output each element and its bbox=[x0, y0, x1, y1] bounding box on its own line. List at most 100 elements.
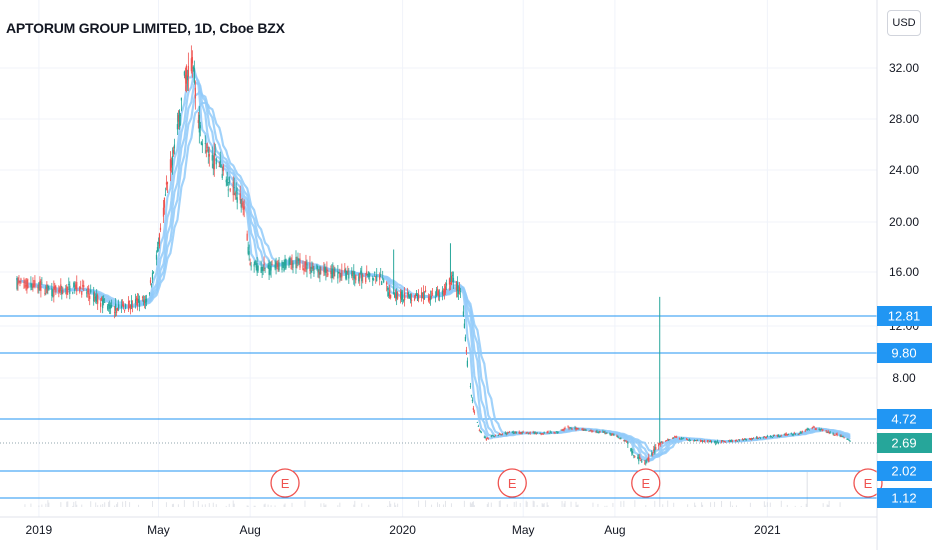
candle-body bbox=[263, 263, 265, 265]
candle-body bbox=[639, 456, 641, 459]
candle-body bbox=[255, 264, 257, 268]
volume-bar bbox=[450, 503, 452, 507]
candle-body bbox=[179, 114, 181, 116]
volume-bar bbox=[612, 502, 614, 507]
candle-body bbox=[158, 233, 161, 247]
candle-body bbox=[833, 434, 835, 436]
candle-body bbox=[839, 435, 841, 437]
volume-bar bbox=[325, 504, 327, 507]
candle-body bbox=[563, 428, 565, 431]
candle-body bbox=[67, 291, 69, 293]
volume-bar bbox=[687, 504, 689, 507]
candle-body bbox=[353, 270, 355, 279]
candle-body bbox=[458, 286, 461, 292]
candle-body bbox=[20, 278, 22, 280]
candle-body bbox=[526, 432, 528, 434]
volume-bar bbox=[526, 501, 528, 507]
candle-body bbox=[469, 386, 471, 387]
candle-body bbox=[136, 298, 139, 307]
candle-body bbox=[438, 295, 441, 297]
volume-bar bbox=[470, 503, 472, 507]
volume-bar bbox=[48, 502, 50, 507]
candle-body bbox=[62, 289, 64, 294]
candle-body bbox=[34, 280, 36, 287]
volume-bar bbox=[76, 504, 78, 507]
earnings-marker[interactable] bbox=[270, 468, 300, 498]
candle-body bbox=[556, 431, 558, 433]
volume-bar bbox=[561, 501, 563, 507]
candle-body bbox=[413, 298, 416, 301]
candle-body bbox=[205, 150, 207, 153]
volume-bar bbox=[192, 500, 194, 507]
candle-body bbox=[303, 269, 305, 271]
candle-body bbox=[828, 432, 830, 434]
candle-body bbox=[826, 432, 828, 434]
candle-body bbox=[713, 441, 716, 443]
candle-body bbox=[710, 441, 713, 443]
candle-body bbox=[250, 265, 252, 267]
candle-body bbox=[689, 439, 691, 441]
candle-body bbox=[423, 297, 426, 299]
volume-bar bbox=[592, 502, 594, 507]
candle-body bbox=[770, 436, 772, 437]
candle-body bbox=[547, 431, 549, 433]
candle-body bbox=[215, 158, 217, 165]
candle-body bbox=[736, 440, 739, 442]
candle-body bbox=[366, 271, 368, 276]
candle-body bbox=[752, 437, 754, 439]
candle-body bbox=[242, 208, 244, 210]
candle-body bbox=[793, 432, 795, 434]
candle-body bbox=[220, 165, 222, 167]
candle-body bbox=[822, 429, 824, 431]
volume-bar bbox=[597, 503, 599, 507]
candle-body bbox=[127, 301, 130, 310]
candle-body bbox=[577, 428, 579, 430]
candle-body bbox=[801, 430, 803, 433]
candle-body bbox=[647, 458, 649, 460]
candle-body bbox=[507, 432, 509, 434]
candle-body bbox=[773, 434, 775, 436]
currency-button[interactable]: USD bbox=[887, 10, 921, 36]
candle-body bbox=[346, 271, 348, 274]
candle-body bbox=[297, 257, 299, 261]
volume-bar bbox=[701, 502, 703, 507]
moving-average-line bbox=[15, 90, 851, 459]
candle-body bbox=[247, 246, 249, 254]
candle-body bbox=[376, 274, 378, 281]
candle-body bbox=[344, 268, 346, 273]
volume-bar bbox=[212, 502, 214, 507]
candle-body bbox=[156, 247, 159, 252]
candle-body bbox=[142, 300, 145, 302]
volume-bar bbox=[267, 504, 269, 507]
candle-body bbox=[595, 430, 597, 432]
candle-body bbox=[631, 450, 633, 454]
candle-body bbox=[375, 276, 377, 278]
candle-body bbox=[117, 307, 119, 311]
candle-body bbox=[129, 305, 132, 310]
earnings-marker[interactable] bbox=[853, 468, 883, 498]
volume-bar bbox=[623, 500, 625, 507]
candle-body bbox=[310, 270, 312, 273]
candle-body bbox=[193, 68, 195, 83]
volume-bar bbox=[532, 500, 534, 507]
candle-body bbox=[427, 296, 430, 301]
candle-body bbox=[743, 438, 746, 440]
candle-body bbox=[605, 432, 607, 434]
volume-bar bbox=[806, 472, 808, 507]
earnings-marker[interactable] bbox=[631, 468, 661, 498]
candle-body bbox=[143, 300, 146, 304]
candle-body bbox=[724, 441, 727, 443]
candle-body bbox=[111, 305, 113, 307]
candle-body bbox=[536, 432, 538, 434]
candle-body bbox=[741, 438, 744, 441]
candle-body bbox=[327, 273, 329, 276]
candle-body bbox=[737, 439, 740, 441]
candle-body bbox=[477, 426, 479, 427]
candle-body bbox=[708, 440, 711, 442]
candle-body bbox=[633, 455, 635, 457]
candle-body bbox=[466, 360, 468, 367]
candle-body bbox=[257, 265, 259, 271]
earnings-marker[interactable] bbox=[497, 468, 527, 498]
